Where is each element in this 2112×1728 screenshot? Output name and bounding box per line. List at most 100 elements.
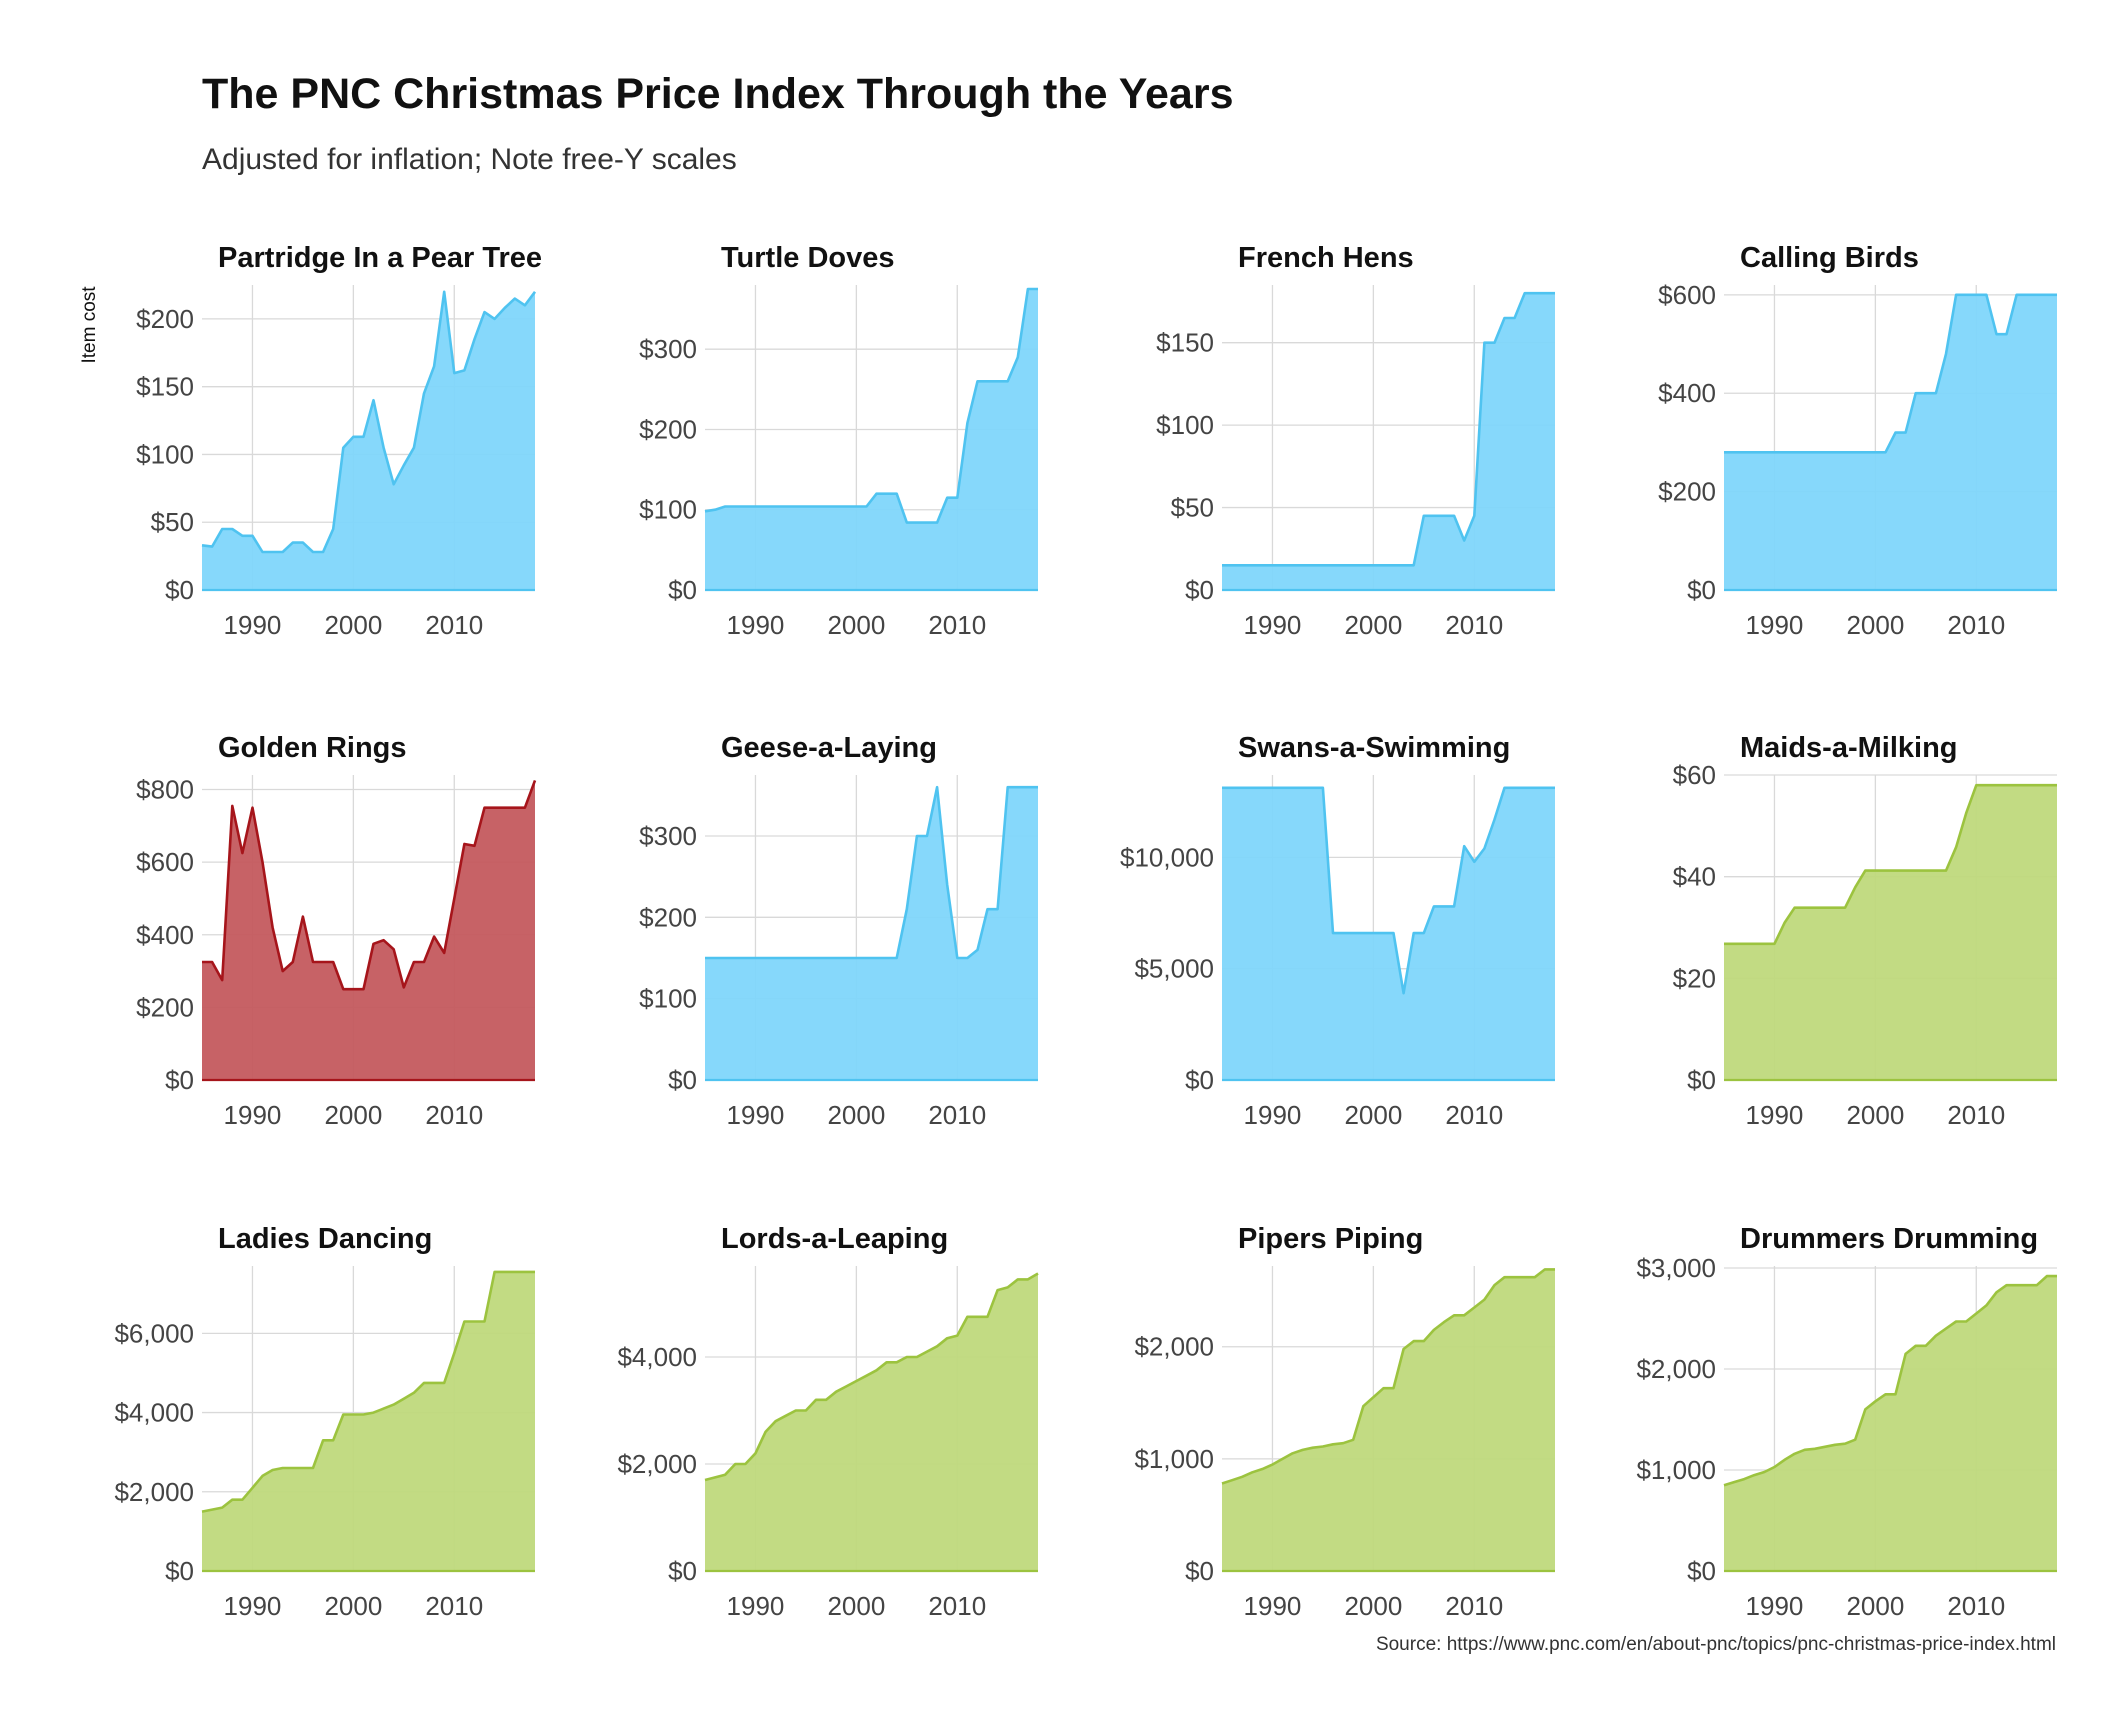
y-tick-label: $5,000 — [1134, 954, 1214, 984]
x-tick-label: 1990 — [727, 610, 785, 640]
y-tick-label: $4,000 — [114, 1398, 194, 1428]
panel-title: French Hens — [1238, 242, 1414, 274]
panel-11: Pipers Piping 1990 2000 2010 $0 $1,000 $2,000 — [1134, 1223, 1555, 1621]
panel-title: Lords-a-Leaping — [721, 1223, 948, 1255]
y-tick-label: $0 — [668, 1065, 697, 1095]
x-tick-label: 2010 — [1947, 1100, 2005, 1130]
series-line — [201, 290, 537, 554]
x-tick-label: 1990 — [224, 1591, 282, 1621]
x-tick-label: 2010 — [1445, 1591, 1503, 1621]
y-tick-label: $2,000 — [1134, 1332, 1214, 1362]
x-tick-label: 2010 — [928, 610, 986, 640]
series-line — [1222, 786, 1555, 995]
y-tick-label: $40 — [1673, 862, 1716, 892]
series-line — [202, 779, 537, 991]
y-tick-label: $1,000 — [1134, 1444, 1214, 1474]
area-fill — [1222, 1269, 1555, 1571]
y-tick-label: $2,000 — [617, 1449, 697, 1479]
x-tick-label: 1990 — [1746, 610, 1804, 640]
x-tick-label: 2010 — [1947, 1591, 2005, 1621]
area-fill — [705, 787, 1038, 1080]
area-fill — [202, 1271, 535, 1571]
y-tick-label: $0 — [165, 1556, 194, 1586]
area-fill — [202, 780, 535, 1080]
x-tick-label: 2000 — [1846, 1591, 1904, 1621]
panel-12: Drummers Drumming 1990 2000 2010 $0 $1,000 $2,… — [1636, 1223, 2057, 1621]
series-line — [1222, 291, 1555, 567]
x-tick-label: 2000 — [1344, 1591, 1402, 1621]
y-tick-label: $1,000 — [1636, 1455, 1716, 1485]
panel-title: Turtle Doves — [721, 242, 895, 274]
x-tick-label: 2000 — [1344, 610, 1402, 640]
x-tick-label: 1990 — [1746, 1591, 1804, 1621]
x-tick-label: 2000 — [1344, 1100, 1402, 1130]
series-line — [201, 1270, 535, 1513]
panel-9: Ladies Dancing 1990 2000 2010 $0 $2,000 $4,000… — [114, 1223, 535, 1621]
y-tick-label: $600 — [1658, 280, 1716, 310]
area-fill — [202, 291, 535, 590]
chart-subtitle: Adjusted for inflation; Note free-Y scal… — [202, 143, 737, 176]
x-tick-label: 2010 — [1947, 610, 2005, 640]
y-tick-label: $3,000 — [1636, 1253, 1716, 1283]
y-tick-label: $200 — [1658, 477, 1716, 507]
y-tick-label: $150 — [136, 372, 194, 402]
y-tick-label: $2,000 — [1636, 1354, 1716, 1384]
panel-title: Ladies Dancing — [218, 1223, 432, 1255]
y-tick-label: $150 — [1156, 328, 1214, 358]
y-tick-label: $100 — [639, 495, 697, 525]
series-line — [1724, 293, 2057, 454]
y-tick-label: $0 — [668, 1556, 697, 1586]
y-tick-label: $0 — [668, 575, 697, 605]
y-tick-label: $2,000 — [114, 1477, 194, 1507]
series-line — [1221, 1268, 1555, 1485]
y-axis-label: Item cost — [79, 286, 100, 364]
y-tick-label: $0 — [165, 1065, 194, 1095]
x-tick-label: 1990 — [1244, 1100, 1302, 1130]
area-fill — [705, 289, 1038, 590]
y-tick-label: $400 — [1658, 378, 1716, 408]
y-tick-label: $0 — [1687, 1065, 1716, 1095]
source-caption: Source: https://www.pnc.com/en/about-pnc… — [1375, 1634, 2056, 1655]
x-tick-label: 2010 — [425, 1100, 483, 1130]
chart-title: The PNC Christmas Price Index Through th… — [202, 70, 1234, 118]
panel-1: Partridge In a Pear Tree 1990 2000 2010 $0 $5… — [136, 242, 542, 640]
area-fill — [1222, 293, 1555, 590]
y-tick-label: $800 — [136, 775, 194, 805]
panel-title: Drummers Drumming — [1740, 1223, 2038, 1255]
y-tick-label: $20 — [1673, 963, 1716, 993]
panel-3: French Hens 1990 2000 2010 $0 $50 $100 $150 — [1156, 242, 1555, 640]
y-tick-label: $0 — [1185, 1556, 1214, 1586]
panel-10: Lords-a-Leaping 1990 2000 2010 $0 $2,000 $4,00… — [617, 1223, 1039, 1621]
panel-2: Turtle Doves 1990 2000 2010 $0 $100 $200 $300 — [639, 242, 1038, 640]
x-tick-label: 2000 — [827, 610, 885, 640]
series-line — [704, 287, 1038, 524]
y-tick-label: $100 — [136, 439, 194, 469]
panel-6: Geese-a-Laying 1990 2000 2010 $0 $100 $200 $300 — [639, 732, 1038, 1130]
panel-title: Calling Birds — [1740, 242, 1919, 274]
x-tick-label: 1990 — [727, 1100, 785, 1130]
y-tick-label: $600 — [136, 847, 194, 877]
series-line — [1724, 783, 2057, 946]
y-tick-label: $200 — [136, 304, 194, 334]
series-line — [704, 1272, 1039, 1482]
x-tick-label: 2000 — [1846, 610, 1904, 640]
x-tick-label: 1990 — [727, 1591, 785, 1621]
x-tick-label: 1990 — [1244, 1591, 1302, 1621]
x-tick-label: 1990 — [1244, 610, 1302, 640]
panel-title: Pipers Piping — [1238, 1223, 1423, 1255]
y-tick-label: $4,000 — [617, 1342, 697, 1372]
x-tick-label: 2000 — [324, 610, 382, 640]
y-tick-label: $0 — [1687, 1556, 1716, 1586]
y-tick-label: $400 — [136, 920, 194, 950]
x-tick-label: 2010 — [1445, 1100, 1503, 1130]
panel-title: Swans-a-Swimming — [1238, 732, 1510, 764]
y-tick-label: $200 — [639, 414, 697, 444]
series-line — [1723, 1274, 2057, 1487]
x-tick-label: 2010 — [425, 610, 483, 640]
panel-4: Calling Birds 1990 2000 2010 $0 $200 $400 $600 — [1658, 242, 2057, 640]
panel-title: Maids-a-Milking — [1740, 732, 1958, 764]
y-tick-label: $200 — [136, 992, 194, 1022]
x-tick-label: 2000 — [1846, 1100, 1904, 1130]
